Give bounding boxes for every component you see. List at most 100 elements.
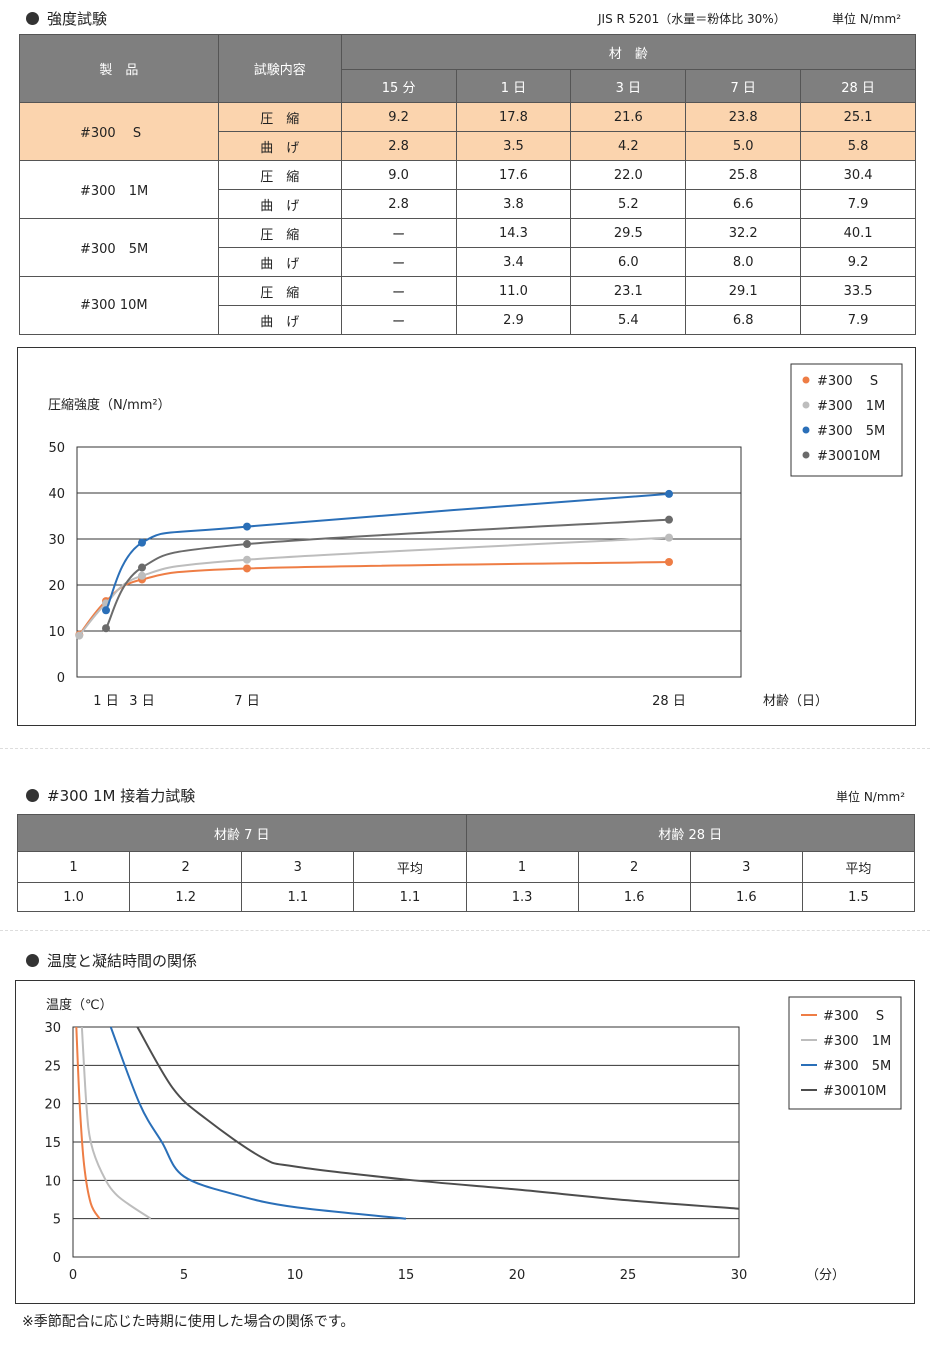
value-cell: 25.8 [685, 160, 802, 190]
table-row: 曲 げー 2.9 5.4 6.8 7.9 [20, 305, 916, 335]
adhesion-col-header: 1 [465, 851, 579, 883]
series-line [105, 518, 670, 629]
data-point [243, 522, 251, 531]
adhesion-value: 1.1 [353, 882, 467, 912]
data-point [243, 564, 251, 573]
legend-label: #300 5M [817, 424, 885, 439]
setting-section-title: 温度と凝結時間の関係 [26, 950, 197, 971]
value-cell: 29.5 [570, 218, 687, 248]
value-cell: 3.4 [455, 247, 572, 277]
data-point [665, 558, 673, 566]
header-age-15min: 15 分 [340, 69, 457, 103]
adhesion-value: 1.2 [129, 882, 243, 912]
legend-marker [802, 401, 810, 409]
value-cell: 6.6 [685, 189, 802, 219]
x-tick-label: 15 [398, 1268, 415, 1283]
y-tick-label: 40 [48, 487, 65, 502]
x-tick-label: 5 [180, 1268, 188, 1283]
legend-label: #300 1M [823, 1034, 891, 1049]
y-tick-label: 30 [48, 533, 65, 548]
value-cell: 14.3 [455, 218, 572, 248]
y-tick-label: 5 [53, 1213, 61, 1228]
adhesion-col-header: 平均 [353, 851, 467, 883]
value-cell: 7.9 [800, 189, 916, 219]
legend-label: #300 S [817, 374, 878, 389]
adhesion-col-header: 2 [577, 851, 691, 883]
y-axis-label: 圧縮強度（N/mm²） [48, 397, 171, 413]
y-tick-label: 0 [57, 671, 65, 686]
value-cell: 5.2 [570, 189, 687, 219]
value-cell: 2.9 [455, 305, 572, 335]
test-name: 曲 げ [217, 189, 342, 219]
legend-label: #30010M [817, 449, 880, 464]
y-tick-label: 20 [44, 1098, 61, 1113]
y-tick-label: 50 [48, 441, 65, 456]
data-point [243, 540, 251, 549]
value-cell: 2.8 [340, 189, 457, 219]
adhesion-value: 1.6 [689, 882, 803, 912]
data-point [75, 631, 84, 640]
value-cell: 40.1 [800, 218, 916, 248]
series-line [105, 492, 670, 611]
y-tick-label: 0 [53, 1251, 61, 1266]
value-cell: ー [340, 247, 457, 277]
data-point [665, 533, 673, 542]
legend-label: #300 1M [817, 399, 885, 414]
header-age-7day: 7 日 [685, 69, 802, 103]
series-line [80, 1026, 152, 1220]
x-tick-label: 7 日 [234, 694, 259, 709]
adhesion-value: 1.1 [241, 882, 355, 912]
adhesion-col-header: 2 [129, 851, 243, 883]
value-cell: 23.8 [685, 102, 802, 132]
value-cell: 5.8 [800, 131, 916, 161]
x-tick-label: 3 日 [129, 694, 154, 709]
x-tick-label: 10 [287, 1268, 304, 1283]
product-name: #300 10M [19, 276, 219, 335]
strength-table: 製 品 試験内容 材 齢 15 分 1 日 3 日 7 日 28 日 #300 … [19, 34, 917, 335]
value-cell: 6.0 [570, 247, 687, 277]
adhesion-value: 1.6 [577, 882, 691, 912]
value-cell: ー [340, 218, 457, 248]
value-cell: 17.8 [455, 102, 572, 132]
data-point [102, 624, 110, 633]
setting-chart-frame: 0 5 10 15 20 25 30 0 5 10 15 20 25 30 温度（℃） （分） #300 S #3… [15, 980, 915, 1304]
data-point [665, 515, 673, 524]
x-tick-label: 0 [69, 1268, 77, 1283]
y-tick-label: 15 [44, 1136, 61, 1151]
data-point [138, 563, 146, 572]
value-cell: 17.6 [455, 160, 572, 190]
series-line [78, 561, 670, 636]
x-tick-label: 30 [731, 1268, 748, 1283]
header-age-28day: 28 日 [800, 69, 916, 103]
strength-unit: 単位 N/mm² [832, 12, 902, 26]
data-point [243, 555, 251, 564]
value-cell: ー [340, 276, 457, 306]
adhesion-group-7day: 材齢 7 日 [17, 814, 467, 852]
data-point [138, 571, 146, 580]
value-cell: 9.0 [340, 160, 457, 190]
y-tick-label: 25 [44, 1059, 61, 1074]
legend-label: #300 S [823, 1009, 884, 1024]
test-name: 圧 縮 [217, 102, 342, 132]
header-age: 材 齢 [340, 34, 917, 70]
product-name: #300 5M [19, 218, 219, 277]
legend-label: #30010M [823, 1084, 886, 1099]
adhesion-group-28day: 材齢 28 日 [465, 814, 915, 852]
value-cell: 5.0 [685, 131, 802, 161]
series-line [75, 1026, 101, 1220]
value-cell: 4.2 [570, 131, 687, 161]
test-name: 圧 縮 [217, 218, 342, 248]
x-axis-label: （分） [806, 1268, 845, 1283]
value-cell: 32.2 [685, 218, 802, 248]
y-tick-label: 10 [48, 625, 65, 640]
test-name: 曲 げ [217, 247, 342, 277]
header-age-1day: 1 日 [455, 69, 572, 103]
value-cell: 9.2 [800, 247, 916, 277]
adhesion-value: 1.0 [16, 882, 131, 912]
series-line [109, 1026, 407, 1220]
data-point [102, 606, 110, 615]
y-axis-label: 温度（℃） [46, 997, 113, 1013]
value-cell: 9.2 [340, 102, 457, 132]
table-row: #300 10M 圧 縮ー 11.0 23.1 29.1 33.5 [19, 276, 916, 335]
